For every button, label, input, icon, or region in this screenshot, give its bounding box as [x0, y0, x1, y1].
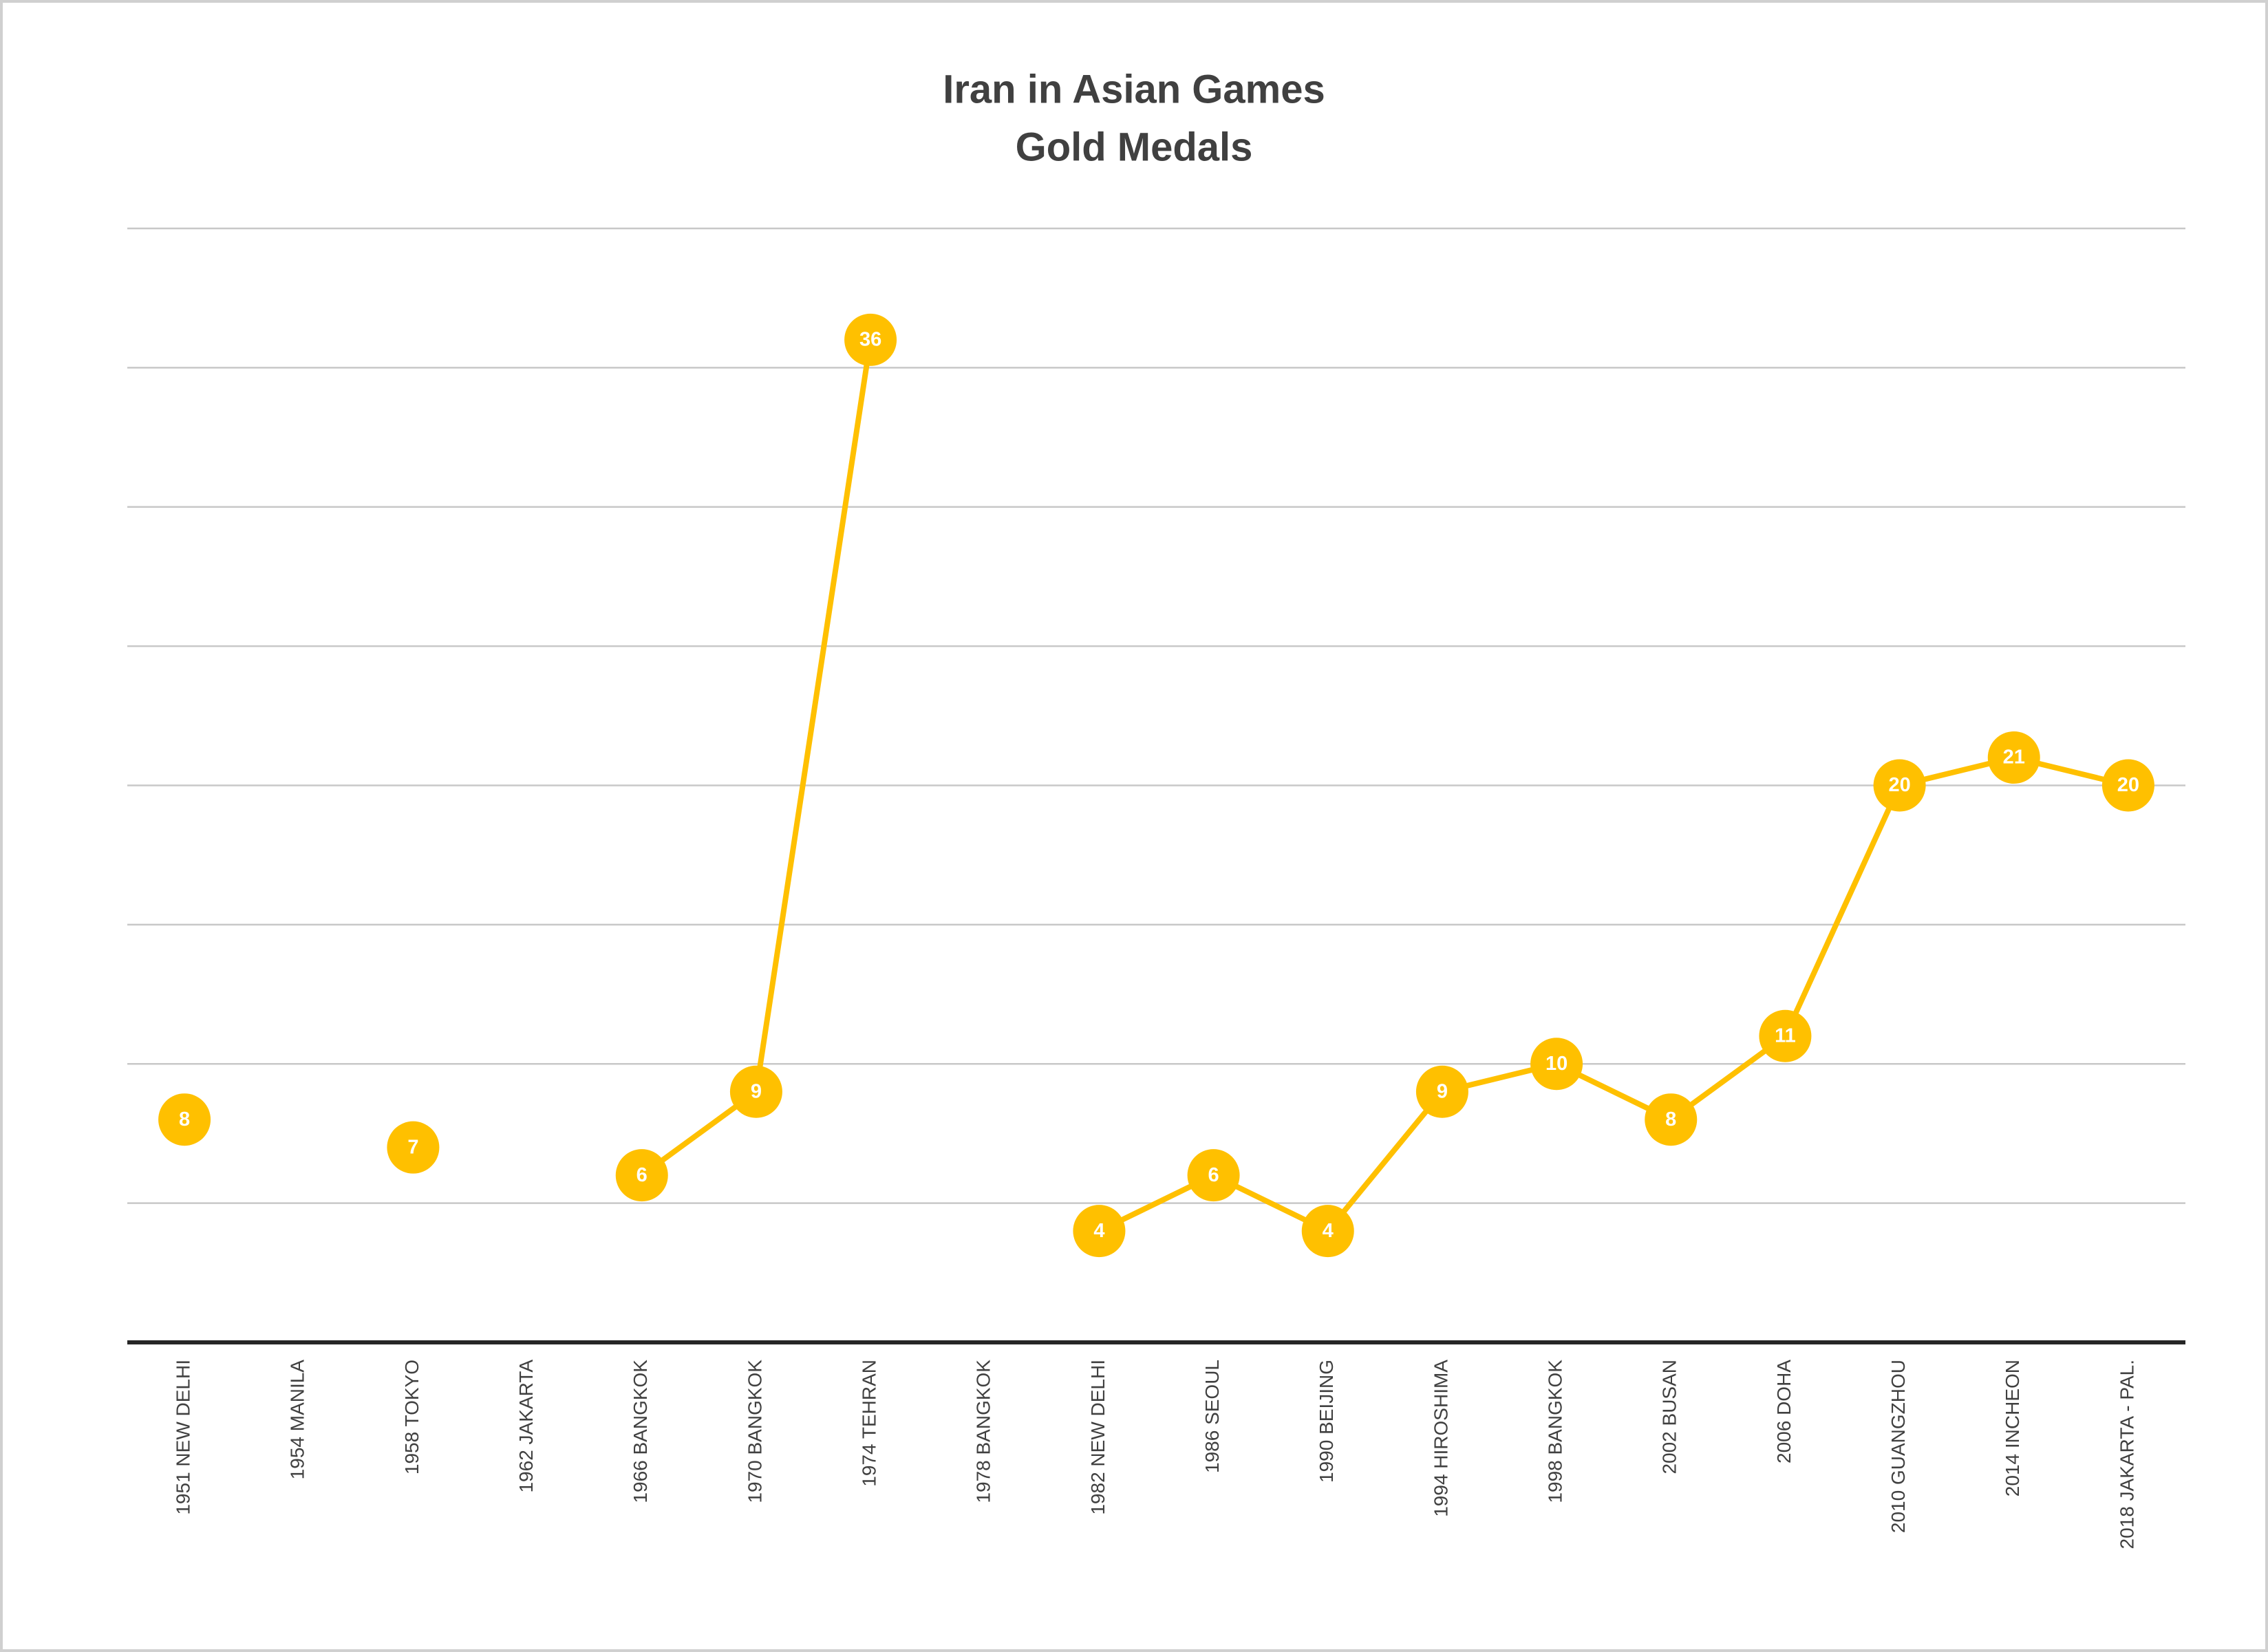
x-tick-label: 1994 HIROSHIMA [1430, 1360, 1451, 1517]
chart-title: Iran in Asian Games [943, 67, 1325, 111]
point [1301, 1205, 1354, 1258]
x-tick-label: 1962 JAKARTA [515, 1360, 537, 1493]
data-label: 4 [1093, 1220, 1104, 1242]
point [1073, 1205, 1126, 1258]
x-tick-label: 1970 BANGKOK [744, 1360, 765, 1503]
data-label: 10 [1545, 1053, 1568, 1075]
x-tick-label: 1998 BANGKOK [1544, 1360, 1565, 1503]
point [158, 1093, 211, 1146]
x-tick-label: 1974 TEHRAN [858, 1360, 879, 1487]
data-label: 11 [1775, 1025, 1796, 1047]
point [1873, 759, 1926, 812]
point [387, 1121, 440, 1174]
point [729, 1065, 782, 1118]
data-label: 9 [1437, 1080, 1448, 1102]
data-label: 8 [179, 1108, 190, 1130]
x-tick-label: 2010 GUANGZHOU [1887, 1360, 1909, 1533]
data-label: 9 [751, 1080, 762, 1102]
x-tick-label: 2006 DOHA [1773, 1360, 1795, 1463]
x-tick-label: 1954 MANILA [287, 1360, 308, 1480]
point [615, 1149, 668, 1202]
data-label: 8 [1665, 1108, 1676, 1130]
point [1187, 1149, 1240, 1202]
x-tick-label: 2018 JAKARTA - PAL. [2116, 1360, 2137, 1549]
data-label: 36 [859, 329, 881, 351]
data-label: 20 [2117, 774, 2139, 796]
point [1759, 1009, 1812, 1062]
chart-title: Gold Medals [1016, 125, 1253, 169]
point [1645, 1093, 1698, 1146]
data-label: 21 [2003, 747, 2025, 769]
x-tick-label: 1982 NEW DELHI [1087, 1360, 1109, 1515]
x-tick-label: 1951 NEW DELHI [172, 1360, 193, 1515]
x-tick-label: 1978 BANGKOK [973, 1360, 994, 1503]
data-label: 4 [1323, 1220, 1334, 1242]
point [1415, 1065, 1468, 1118]
point [844, 313, 897, 366]
x-tick-label: 1986 SEOUL [1201, 1360, 1223, 1473]
x-tick-label: 1958 TOKYO [401, 1360, 422, 1474]
x-tick-label: 2014 INCHEON [2002, 1360, 2023, 1497]
data-label: 6 [1208, 1164, 1219, 1186]
point [1530, 1038, 1583, 1091]
x-tick-label: 1966 BANGKOK [630, 1360, 651, 1503]
point [1987, 731, 2040, 784]
data-label: 6 [636, 1164, 648, 1186]
x-tick-label: 2002 BUSAN [1659, 1360, 1680, 1474]
x-tick-label: 1990 BEIJING [1316, 1360, 1337, 1483]
data-label: 7 [407, 1136, 418, 1158]
data-label: 20 [1888, 774, 1910, 796]
point [2101, 759, 2154, 812]
